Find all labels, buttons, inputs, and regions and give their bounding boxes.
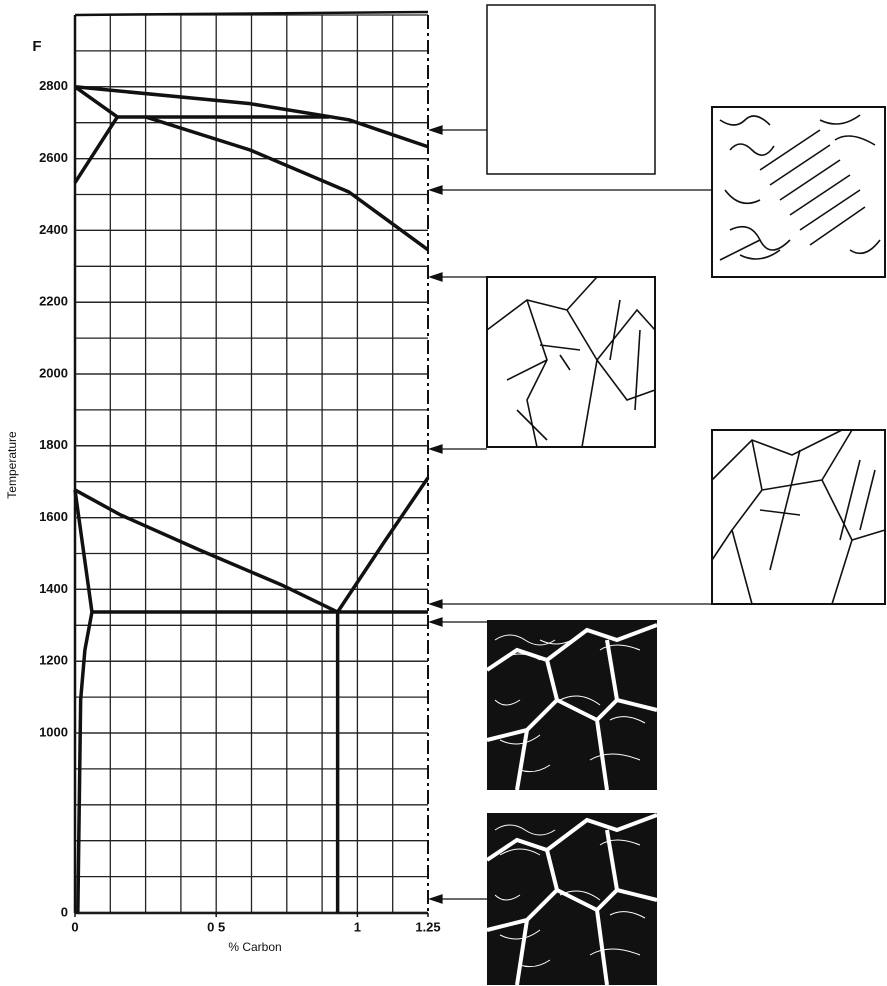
phase-boundary: [73, 489, 94, 914]
y-tick-label: 2600: [39, 150, 68, 165]
y-tick-label: 1200: [39, 653, 68, 668]
micrograph-liquid: [486, 4, 656, 175]
arrows: [428, 125, 712, 904]
phase-boundary: [336, 476, 430, 613]
y-tick-label: 2200: [39, 294, 68, 309]
x-tick-label: 1.25: [415, 919, 440, 934]
micrograph-dendrites: [711, 106, 886, 278]
x-axis-label: % Carbon: [228, 940, 281, 954]
y-axis-label: Temperature: [5, 431, 19, 499]
micrograph-austenite-1: [486, 276, 656, 448]
y-tick-label: 1800: [39, 437, 68, 452]
x-tick-label: 0 5: [207, 919, 225, 934]
y-tick-label: 1600: [39, 509, 68, 524]
phase-boundary: [74, 488, 339, 614]
y-tick-label: 2800: [39, 78, 68, 93]
y-tick-label: 2000: [39, 365, 68, 380]
y-tick-label: 1400: [39, 581, 68, 596]
x-tick-label: 0: [71, 919, 78, 934]
y-unit: F: [32, 38, 41, 55]
y-tick-label: 1000: [39, 724, 68, 739]
micrograph-austenite-2: [711, 429, 886, 605]
micrograph-pearlite-1: [485, 620, 658, 791]
x-tick-label: 1: [354, 919, 361, 934]
phase-boundary: [74, 85, 429, 149]
y-tick-label: 0: [61, 904, 68, 919]
micrograph-pearlite-2: [485, 813, 658, 986]
phase-boundary: [73, 85, 120, 184]
phase-boundary: [145, 115, 430, 252]
top-edge: [74, 10, 429, 17]
y-tick-label: 2400: [39, 222, 68, 237]
